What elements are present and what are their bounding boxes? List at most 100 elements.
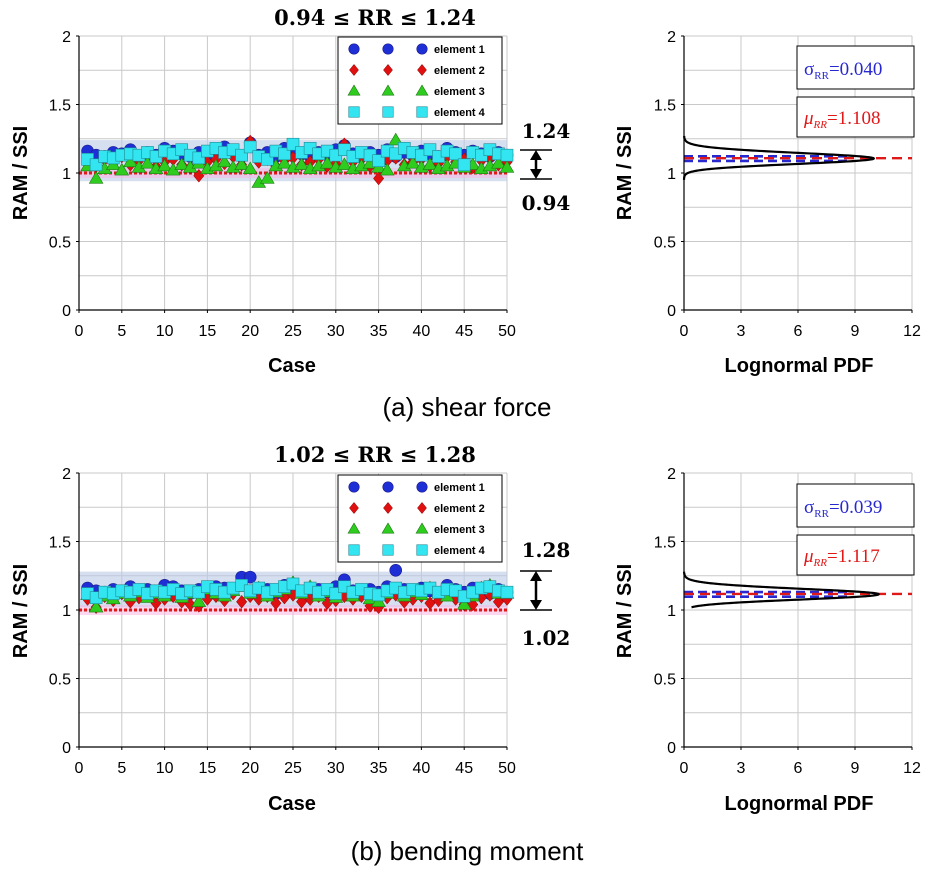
range-annotation: 1.24 0.94	[520, 119, 570, 215]
element-3-point	[88, 599, 104, 613]
mu-subscript: RR	[813, 557, 828, 569]
element-4-point	[243, 140, 257, 154]
x-tick-label: 9	[851, 760, 860, 777]
legend-marker	[416, 544, 428, 556]
axes: 0 0.5 1 1.5 2 0 3 6 9 12	[654, 466, 921, 777]
y-tick-label: 2	[62, 466, 71, 483]
x-tick-label: 40	[413, 323, 431, 340]
legend-label: element 3	[434, 524, 485, 536]
x-tick-label: 25	[284, 323, 302, 340]
sigma-box: σRR=0.039	[796, 483, 915, 528]
sigma-box-frame	[796, 45, 915, 90]
y-tick-label: 0	[62, 740, 71, 757]
legend-marker	[348, 106, 360, 118]
legend-marker	[349, 64, 359, 76]
y-tick-label: 2	[667, 29, 676, 46]
mu-box: μRR=1.117	[796, 534, 915, 576]
element-4-point	[449, 147, 462, 161]
x-tick-label: 0	[680, 323, 689, 340]
element-3-point	[499, 160, 515, 173]
x-tick-label: 0	[680, 760, 689, 777]
pdf-marks	[682, 135, 912, 180]
range-arrow-down	[530, 169, 542, 179]
sigma-subscript: RR	[814, 508, 829, 520]
element-3-point	[157, 158, 172, 172]
y-tick-label: 0.5	[49, 672, 71, 689]
data-marks	[79, 563, 515, 615]
element-3-point	[174, 157, 190, 170]
range-lower-label: 0.94	[522, 191, 571, 215]
legend-label: element 1	[434, 482, 485, 494]
legend-marker	[382, 43, 394, 55]
element-3-point	[242, 161, 258, 174]
sigma-text: σRR=0.040	[804, 59, 882, 82]
legend-label: element 1	[434, 44, 485, 56]
x-tick-label: 0	[75, 760, 84, 777]
element-3-point	[388, 132, 404, 146]
y-tick-label: 0.5	[49, 235, 71, 252]
mu-box-frame	[796, 96, 915, 138]
x-tick-label: 5	[117, 323, 126, 340]
mu-value: =1.117	[827, 546, 880, 567]
x-tick-label: 0	[75, 323, 84, 340]
y-tick-label: 1	[62, 603, 71, 620]
x-tick-label: 9	[851, 323, 860, 340]
y-axis-label: RAM / SSI	[614, 126, 636, 220]
y-tick-label: 1.5	[654, 535, 676, 552]
x-tick-label: 50	[498, 323, 516, 340]
x-tick-label: 15	[199, 760, 217, 777]
element-3-point	[277, 156, 292, 169]
shear-force-pdf-chart: 00.511.520 3 6 9 12 RAM / SSI Lognormal PDF …	[614, 29, 921, 377]
legend-marker	[383, 502, 393, 514]
element-3-point	[294, 157, 309, 170]
x-tick-label: 45	[455, 760, 473, 777]
mu-text: μRR=1.108	[803, 108, 880, 131]
legend-label: element 3	[434, 86, 485, 98]
mu-text: μRR=1.117	[803, 546, 880, 569]
x-tick-label: 50	[498, 760, 516, 777]
legend-marker	[381, 84, 395, 96]
x-tick-label: 12	[903, 323, 921, 340]
y-tick-label: 1	[62, 166, 71, 183]
range-upper-label: 1.24	[522, 119, 571, 143]
range-arrow-up	[530, 571, 542, 581]
legend-marker	[349, 502, 359, 514]
y-tick-label: 1	[667, 166, 676, 183]
element-4-point	[500, 148, 514, 162]
bending-moment-scatter-chart: 1.02 ≤ RR ≤ 1.28 00.511.520 5 10 15 20 25 30 35…	[10, 442, 570, 815]
legend-label: element 4	[434, 107, 486, 119]
element-3-point	[491, 156, 506, 169]
y-tick-label: 0	[667, 303, 676, 320]
rr-lower-glow	[79, 605, 507, 615]
element-3-point	[456, 597, 472, 610]
sigma-subscript: RR	[814, 70, 829, 82]
x-tick-label: 10	[156, 760, 174, 777]
y-tick-label: 0.5	[654, 672, 676, 689]
legend-marker	[348, 544, 360, 556]
pdf-curve	[682, 571, 880, 609]
x-tick-label: 6	[794, 760, 803, 777]
range-upper-label: 1.28	[522, 538, 571, 562]
legend-label: element 2	[434, 65, 485, 77]
legend-marker	[347, 522, 361, 534]
y-tick-label: 1.5	[49, 98, 71, 115]
legend-marker	[383, 64, 393, 76]
legend: element 1 element 2 element 3 element 4	[337, 36, 503, 125]
y-tick-label: 0	[667, 740, 676, 757]
element-3-point	[259, 171, 275, 184]
sigma-box-frame	[796, 483, 915, 528]
element-1-point	[389, 563, 403, 577]
legend-marker	[382, 544, 394, 556]
legend-marker	[348, 481, 360, 493]
legend: element 1 element 2 element 3 element 4	[337, 474, 503, 563]
range-title: 1.02 ≤ RR ≤ 1.28	[274, 442, 476, 467]
element-3-point	[379, 162, 395, 176]
sigma-value: =0.039	[829, 497, 882, 518]
range-arrow-down	[530, 600, 542, 610]
y-tick-label: 0.5	[654, 235, 676, 252]
sigma-value: =0.040	[829, 59, 882, 80]
x-axis-label: Lognormal PDF	[725, 355, 874, 377]
element-4-point	[457, 158, 471, 172]
sigma-symbol: σ	[804, 59, 814, 80]
